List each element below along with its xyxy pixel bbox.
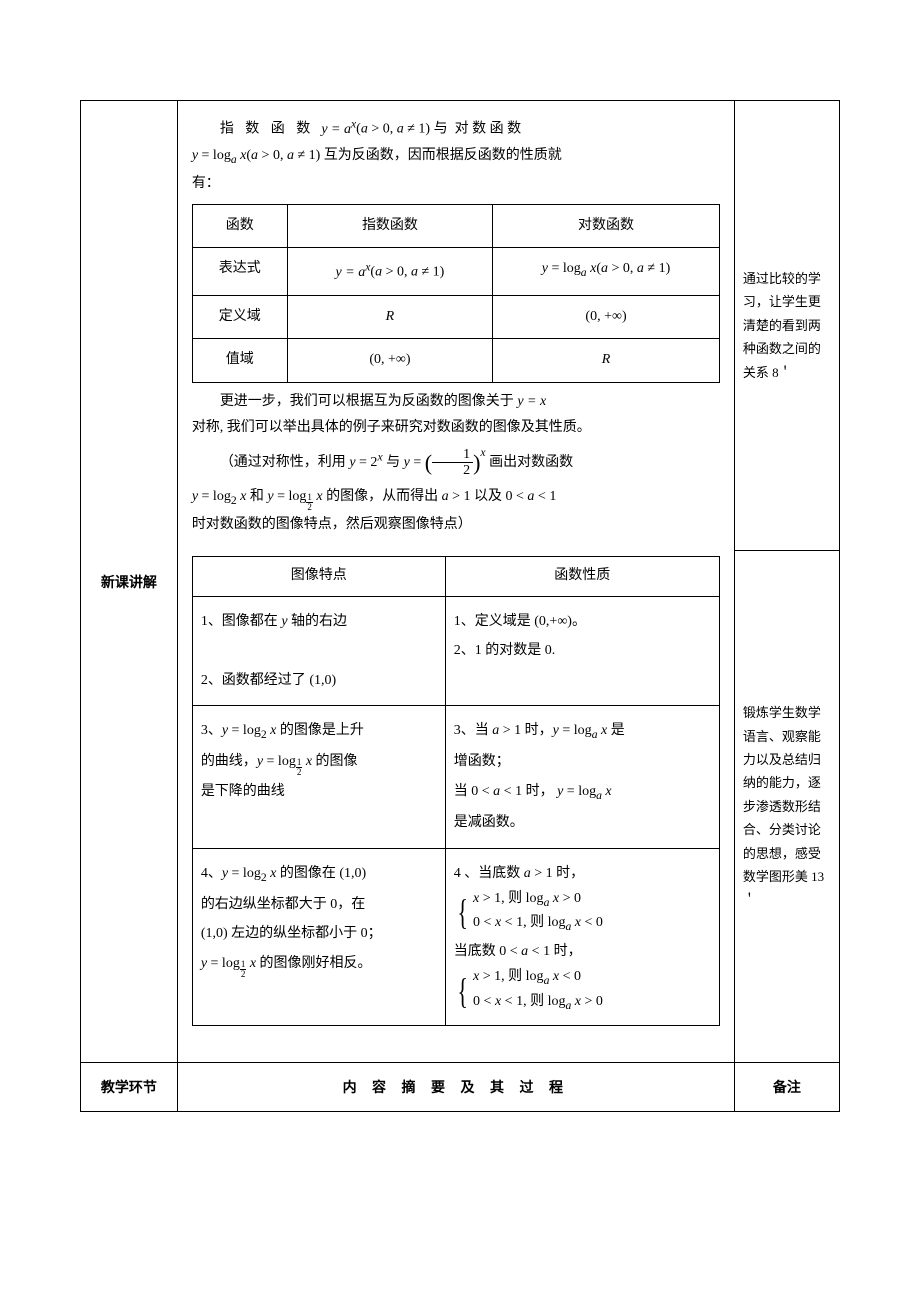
intro-line2: y = loga x(a > 0, a ≠ 1) 互为反函数，因而根据反函数的性… [192, 143, 720, 171]
para2-l2: 对称, 我们可以举出具体的例子来研究对数函数的图像及其性质。 [192, 415, 720, 442]
t1-r1-log: (0, +∞) [493, 295, 720, 339]
t1-r2-exp: (0, +∞) [287, 339, 493, 383]
properties-table: 图像特点 函数性质 1、图像都在 y 轴的右边 2、函数都经过了 (1,0) 1… [192, 556, 720, 1026]
content-cell-2: 图像特点 函数性质 1、图像都在 y 轴的右边 2、函数都经过了 (1,0) 1… [177, 550, 734, 1062]
t1-h0: 函数 [192, 204, 287, 248]
t2-h1: 函数性质 [445, 557, 719, 597]
t1-r2-label: 值域 [192, 339, 287, 383]
t1-r1-exp: R [287, 295, 493, 339]
para2-l3: （通过对称性，利用 y = 2x 与 y = (12)x 画出对数函数 [192, 442, 720, 484]
note-text-1: 通过比较的学习，让学生更清楚的看到两种函数之间的关系 8＇ [743, 271, 821, 380]
t2-r3-right: 4 、当底数 a > 1 时， { x > 1, 则 loga x > 0 0 … [445, 848, 719, 1026]
content-row-2: 图像特点 函数性质 1、图像都在 y 轴的右边 2、函数都经过了 (1,0) 1… [81, 550, 840, 1062]
intro-l1-prefix: 指 数 函 数 [220, 122, 315, 137]
section-label: 新课讲解 [101, 576, 157, 591]
footer-mid: 内 容 摘 要 及 其 过 程 [177, 1063, 734, 1112]
t1-row-range: 值域 (0, +∞) R [192, 339, 719, 383]
footer-left: 教学环节 [81, 1063, 178, 1112]
para2-l4: y = log2 x 和 y = log12 x 的图像，从而得出 a > 1 … [192, 484, 720, 512]
section-label-cell: 新课讲解 [81, 101, 178, 1063]
intro-l1-suffix: 与 对 数 函 数 [434, 122, 522, 137]
t2-row-2: 3、y = log2 x 的图像是上升 的曲线，y = log12 x 的图像 … [192, 706, 719, 848]
note-cell-1: 通过比较的学习，让学生更清楚的看到两种函数之间的关系 8＇ [734, 101, 839, 551]
content-row-1: 新课讲解 指 数 函 数 y = ax(a > 0, a ≠ 1) 与 对 数 … [81, 101, 840, 551]
t2-row-1: 1、图像都在 y 轴的右边 2、函数都经过了 (1,0) 1、定义域是 (0,+… [192, 597, 719, 706]
t2-r3-left: 4、y = log2 x 的图像在 (1,0) 的右边纵坐标都大于 0，在 (1… [192, 848, 445, 1026]
intro-l2-suffix: 互为反函数，因而根据反函数的性质就 [324, 148, 562, 163]
content-cell-1: 指 数 函 数 y = ax(a > 0, a ≠ 1) 与 对 数 函 数 y… [177, 101, 734, 551]
lesson-table: 新课讲解 指 数 函 数 y = ax(a > 0, a ≠ 1) 与 对 数 … [80, 100, 840, 1112]
t1-r0-exp: y = ax(a > 0, a ≠ 1) [287, 248, 493, 295]
t1-row-domain: 定义域 R (0, +∞) [192, 295, 719, 339]
t2-row-3: 4、y = log2 x 的图像在 (1,0) 的右边纵坐标都大于 0，在 (1… [192, 848, 719, 1026]
intro-line3: 有： [192, 171, 720, 198]
t2-r2-left: 3、y = log2 x 的图像是上升 的曲线，y = log12 x 的图像 … [192, 706, 445, 848]
t1-r0-log: y = loga x(a > 0, a ≠ 1) [493, 248, 720, 295]
footer-row: 教学环节 内 容 摘 要 及 其 过 程 备注 [81, 1063, 840, 1112]
t2-r1-left: 1、图像都在 y 轴的右边 2、函数都经过了 (1,0) [192, 597, 445, 706]
t1-r1-label: 定义域 [192, 295, 287, 339]
note-text-2: 锻炼学生数学语言、观察能力以及总结归纳的能力，逐步渗透数形结合、分类讨论的思想，… [743, 705, 824, 907]
note-cell-2: 锻炼学生数学语言、观察能力以及总结归纳的能力，逐步渗透数形结合、分类讨论的思想，… [734, 550, 839, 1062]
t1-r2-log: R [493, 339, 720, 383]
t2-h0: 图像特点 [192, 557, 445, 597]
t1-h1: 指数函数 [287, 204, 493, 248]
intro-l1-math: y = ax [321, 122, 356, 137]
t1-h2: 对数函数 [493, 204, 720, 248]
t1-r0-label: 表达式 [192, 248, 287, 295]
t2-r1-right: 1、定义域是 (0,+∞)。 2、1 的对数是 0. [445, 597, 719, 706]
para2-l5: 时对数函数的图像特点，然后观察图像特点） [192, 512, 720, 539]
t1-row-expr: 表达式 y = ax(a > 0, a ≠ 1) y = loga x(a > … [192, 248, 719, 295]
intro-line1: 指 数 函 数 y = ax(a > 0, a ≠ 1) 与 对 数 函 数 [192, 113, 720, 143]
para2-l1: 更进一步，我们可以根据互为反函数的图像关于 y = x [192, 389, 720, 416]
compare-table: 函数 指数函数 对数函数 表达式 y = ax(a > 0, a ≠ 1) y … [192, 204, 720, 383]
t2-r2-right: 3、当 a > 1 时，y = loga x 是增函数； 当 0 < a < 1… [445, 706, 719, 848]
footer-right: 备注 [734, 1063, 839, 1112]
